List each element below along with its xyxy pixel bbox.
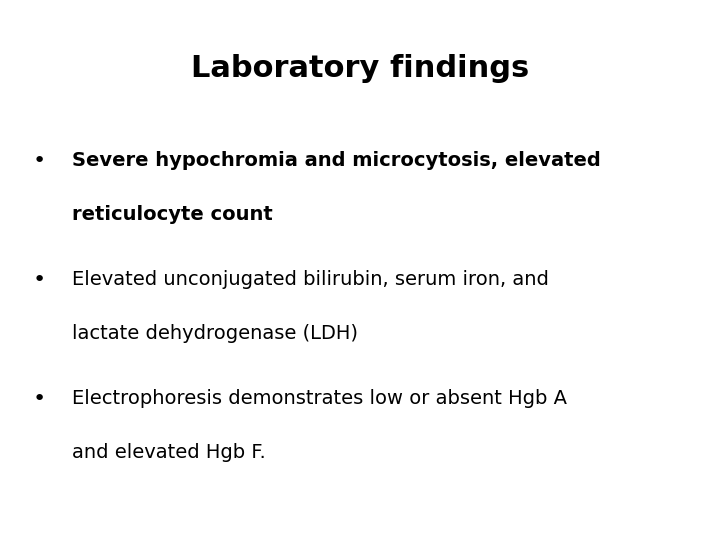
- Text: Laboratory findings: Laboratory findings: [191, 54, 529, 83]
- Text: Elevated unconjugated bilirubin, serum iron, and: Elevated unconjugated bilirubin, serum i…: [72, 270, 549, 289]
- Text: •: •: [33, 270, 46, 290]
- Text: Severe hypochromia and microcytosis, elevated: Severe hypochromia and microcytosis, ele…: [72, 151, 600, 170]
- Text: lactate dehydrogenase (LDH): lactate dehydrogenase (LDH): [72, 324, 358, 343]
- Text: Electrophoresis demonstrates low or absent Hgb A: Electrophoresis demonstrates low or abse…: [72, 389, 567, 408]
- Text: •: •: [33, 389, 46, 409]
- Text: and elevated Hgb F.: and elevated Hgb F.: [72, 443, 266, 462]
- Text: reticulocyte count: reticulocyte count: [72, 205, 273, 224]
- Text: •: •: [33, 151, 46, 171]
